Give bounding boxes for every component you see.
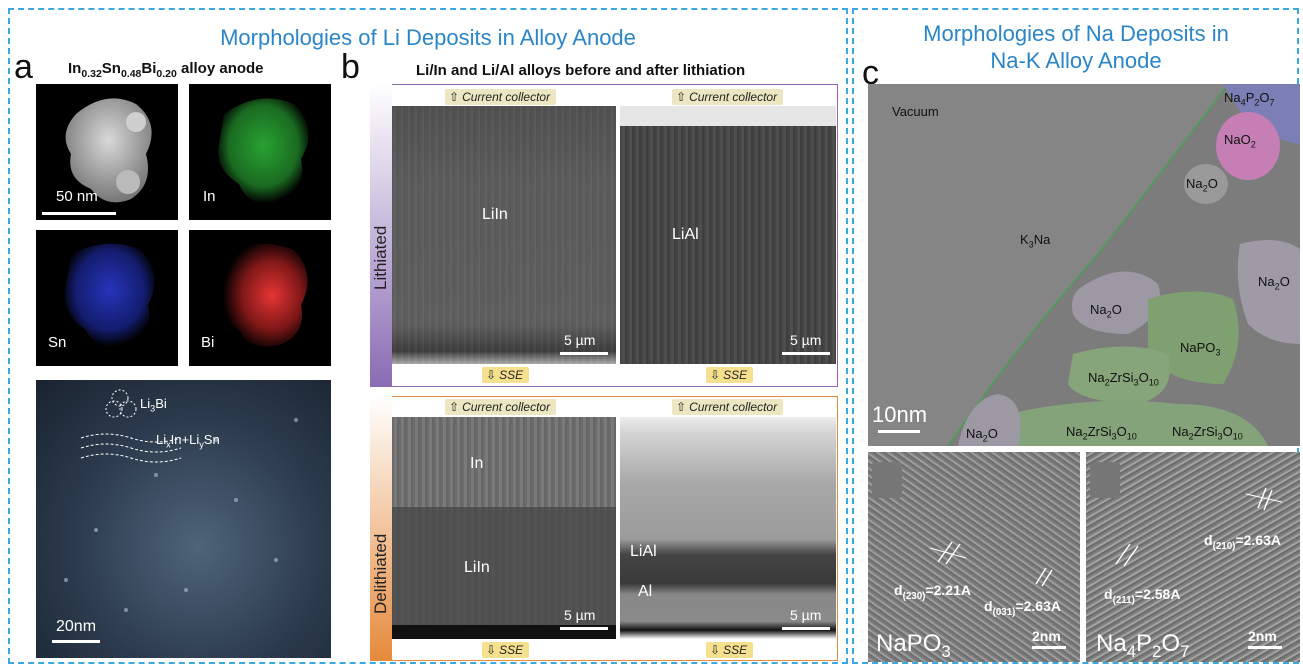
left-section-header: Morphologies of Li Deposits in Alloy Ano…	[220, 25, 636, 50]
na4p2o7-scale-label: 2nm	[1248, 628, 1277, 644]
hrtem-scale-label: 20nm	[56, 618, 97, 635]
li3bi-label: Li3Bi	[140, 396, 167, 414]
current-collector-tag-1: ⇧ Current collector	[445, 89, 557, 105]
in-map-signal	[218, 98, 309, 204]
napo3-lattice-image: d(230)=2.21A d(031)=2.63A NaPO3 2nm	[868, 452, 1080, 662]
liin-label: LiIn	[482, 206, 508, 223]
na2o-label-4: Na2O	[966, 426, 998, 444]
na2zrsi3o10-label-3: Na2ZrSi3O10	[1172, 424, 1243, 442]
lial-lithiated-image: LiAl 5 µm	[620, 106, 836, 364]
bi-map-signal	[218, 243, 308, 347]
sse-tag-4: ⇩ SSE	[706, 642, 754, 658]
na4p2o7-d1-label: d(211)=2.58A	[1104, 586, 1181, 606]
na-k-regions	[868, 84, 1300, 446]
al-phase-label: Al	[638, 583, 653, 600]
liin-lithiated-image: LiIn 5 µm	[392, 106, 616, 364]
panel-b-title: Li/In and Li/Al alloys before and after …	[416, 62, 746, 79]
napo3-lattice-marks	[929, 541, 1053, 587]
liin-delith-scale-bar	[560, 627, 608, 630]
liin-scale-bar	[560, 352, 608, 355]
napo3-d1-label: d(230)=2.21A	[894, 582, 971, 602]
lial-delith-scale-label: 5 µm	[790, 607, 822, 623]
liin-scale-label: 5 µm	[564, 332, 596, 348]
sn-map-image: Sn	[36, 230, 178, 366]
lial-delith-scale-bar	[782, 627, 830, 630]
panel-a-label: a	[14, 48, 33, 86]
liin-delithiated-image: In LiIn 5 µm	[392, 417, 616, 639]
main-scale-bar	[878, 430, 920, 433]
nao2-label: NaO2	[1224, 132, 1256, 150]
sn-map-label: Sn	[48, 334, 67, 351]
liin-delith-label: LiIn	[464, 559, 490, 576]
panel-b-label: b	[341, 48, 360, 86]
current-collector-tag-4: ⇧ Current collector	[672, 399, 784, 415]
right-header-line1: Morphologies of Na Deposits in	[923, 21, 1229, 46]
na2o-label-1: Na2O	[1186, 176, 1218, 194]
right-section-header: Morphologies of Na Deposits in Na-K Allo…	[856, 20, 1296, 74]
in-map-image: In	[189, 84, 331, 220]
lithiated-sidebar	[370, 84, 392, 387]
delithiated-side-label: Delithiated	[371, 533, 390, 614]
delithiated-sidebar	[370, 396, 392, 661]
na4p2o7-lattice-image: d(211)=2.58A d(210)=2.63A Na4P2O7 2nm	[1086, 452, 1300, 662]
bi-map-image: Bi	[189, 230, 331, 366]
haadf-image: 50 nm	[36, 84, 178, 220]
na2o-label-3: Na2O	[1090, 302, 1122, 320]
napo3-scale-label: 2nm	[1032, 628, 1061, 644]
lial-label: LiAl	[672, 226, 699, 243]
right-header-line2: Na-K Alloy Anode	[990, 48, 1162, 73]
na4p2o7-scale-bar	[1248, 646, 1282, 649]
na4p2o7-label: Na4P2O7	[1224, 90, 1275, 108]
panel-c-label: c	[862, 54, 879, 92]
current-collector-tag-2: ⇧ Current collector	[672, 89, 784, 105]
in-phase-label: In	[470, 455, 484, 472]
hrtem-annotations	[64, 389, 298, 612]
na4p2o7-d2-label: d(210)=2.63A	[1204, 532, 1281, 552]
lial-scale-bar	[782, 352, 830, 355]
bi-map-label: Bi	[201, 334, 215, 351]
haadf-particle	[65, 98, 152, 203]
in-map-label: In	[203, 188, 216, 205]
lial-delithiated-image: LiAl Al 5 µm	[620, 417, 836, 639]
sse-tag-1: ⇩ SSE	[482, 367, 530, 383]
lixin-label: LixIn+LiySn	[156, 432, 220, 450]
haadf-scale-label: 50 nm	[56, 188, 98, 205]
panel-a-title: In0.32Sn0.48Bi0.20 alloy anode	[68, 60, 264, 80]
na2zrsi3o10-label-1: Na2ZrSi3O10	[1088, 370, 1159, 388]
na2zrsi3o10-label-2: Na2ZrSi3O10	[1066, 424, 1137, 442]
current-collector-tag-3: ⇧ Current collector	[445, 399, 557, 415]
sn-map-signal	[65, 243, 155, 347]
main-scale-label: 10nm	[872, 402, 928, 427]
napo3-d2-label: d(031)=2.63A	[984, 598, 1061, 618]
sse-tag-3: ⇩ SSE	[482, 642, 530, 658]
napo3-scale-bar	[1032, 646, 1066, 649]
napo3-phase-label: NaPO3	[876, 630, 951, 661]
na4p2o7-lattice-marks	[1115, 487, 1283, 567]
haadf-scale-bar	[42, 212, 116, 215]
napo3-label: NaPO3	[1180, 340, 1221, 358]
left-section-frame	[8, 8, 848, 664]
vacuum-label: Vacuum	[892, 104, 939, 119]
lithiated-side-label: Lithiated	[371, 225, 390, 290]
hrtem-scale-bar	[52, 640, 100, 643]
liin-delith-scale-label: 5 µm	[564, 607, 596, 623]
na-k-tem-image: Vacuum K3Na Na4P2O7 NaO2 Na2O Na2O Na2O …	[868, 84, 1300, 446]
sse-tag-2: ⇩ SSE	[706, 367, 754, 383]
na2o-label-2: Na2O	[1258, 274, 1290, 292]
na4p2o7-phase-label: Na4P2O7	[1096, 630, 1190, 661]
lial-delith-label: LiAl	[630, 543, 657, 560]
k3na-label: K3Na	[1020, 232, 1051, 250]
lial-scale-label: 5 µm	[790, 332, 822, 348]
hrtem-image: Li3Bi LixIn+LiySn 20nm	[36, 380, 331, 658]
